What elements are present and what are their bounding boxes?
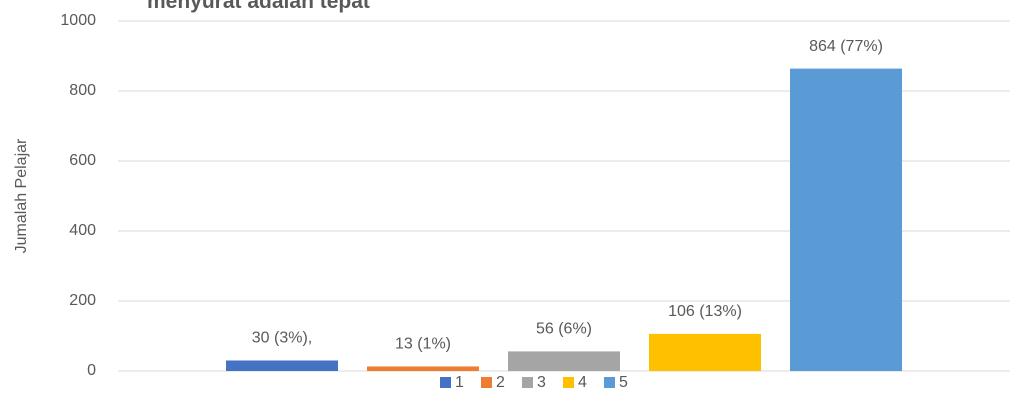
bar bbox=[508, 351, 620, 371]
data-label: 864 (77%) bbox=[809, 38, 883, 55]
legend-swatch bbox=[481, 377, 492, 388]
y-tick-label: 600 bbox=[69, 152, 96, 169]
legend-swatch bbox=[563, 377, 574, 388]
legend-label: 2 bbox=[496, 374, 505, 391]
y-tick-label: 400 bbox=[69, 222, 96, 239]
chart-title: menyurat adalah tepat bbox=[147, 0, 370, 13]
y-tick-label: 800 bbox=[69, 82, 96, 99]
data-label: 56 (6%) bbox=[536, 321, 592, 338]
data-label: 106 (13%) bbox=[668, 303, 742, 320]
y-tick-label: 1000 bbox=[60, 12, 96, 29]
bar bbox=[226, 360, 338, 371]
data-label: 13 (1%) bbox=[395, 336, 451, 353]
y-axis-label: Jumalah Pelajar bbox=[13, 138, 30, 253]
legend-label: 5 bbox=[619, 374, 628, 391]
legend-label: 1 bbox=[455, 374, 464, 391]
bar bbox=[367, 366, 479, 371]
legend-label: 4 bbox=[578, 374, 587, 391]
legend-swatch bbox=[604, 377, 615, 388]
legend-swatch bbox=[522, 377, 533, 388]
y-tick-label: 0 bbox=[87, 362, 96, 379]
legend-label: 3 bbox=[537, 374, 546, 391]
bar bbox=[649, 333, 761, 371]
legend-swatch bbox=[440, 377, 451, 388]
data-label: 30 (3%), bbox=[252, 330, 312, 347]
bar bbox=[790, 68, 902, 371]
y-tick-label: 200 bbox=[69, 292, 96, 309]
